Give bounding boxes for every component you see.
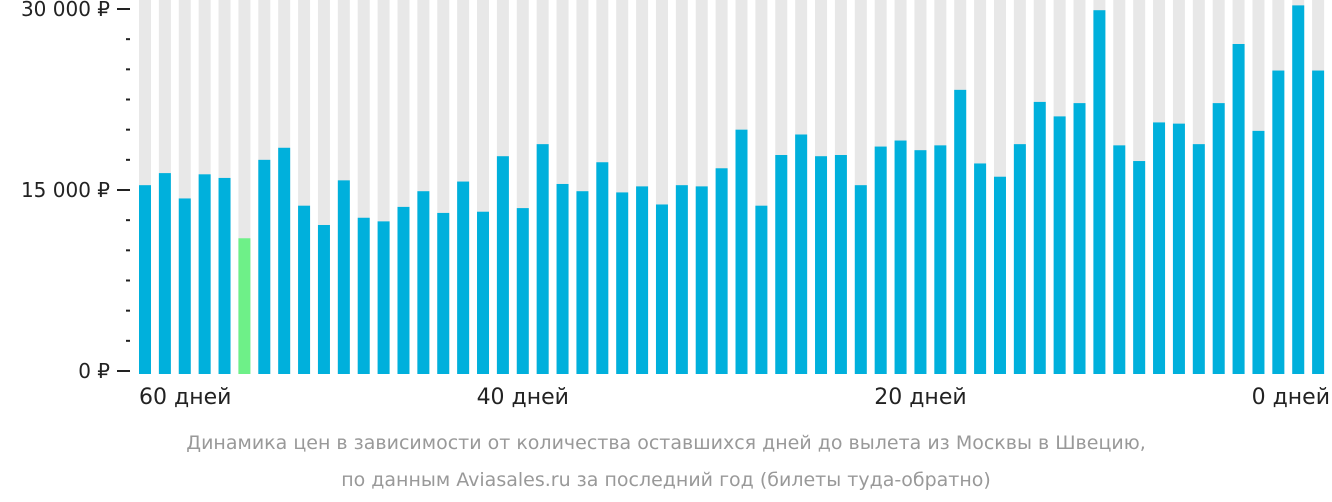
bar[interactable] — [397, 206, 410, 374]
background-columns — [139, 0, 1325, 374]
bar[interactable] — [258, 159, 271, 374]
bar[interactable] — [695, 186, 708, 374]
bar[interactable] — [198, 174, 211, 374]
y-tick-label: 0 ₽ — [78, 359, 110, 383]
bar[interactable] — [1292, 5, 1305, 374]
bar[interactable] — [218, 177, 231, 374]
bar[interactable] — [596, 162, 609, 374]
bar[interactable] — [457, 181, 470, 374]
bar[interactable] — [1013, 144, 1026, 374]
bar[interactable] — [993, 176, 1006, 374]
bar[interactable] — [636, 186, 649, 374]
bar[interactable] — [437, 212, 450, 374]
x-tick-label: 60 дней — [139, 385, 231, 410]
bar[interactable] — [1053, 116, 1066, 374]
bar[interactable] — [178, 198, 191, 374]
bar[interactable] — [914, 150, 927, 374]
price-chart: 30 000 ₽ 15 000 ₽ 0 ₽ 60 дней 40 дней 20 дне… — [21, 0, 1330, 410]
bar[interactable] — [655, 204, 668, 374]
bar[interactable] — [1212, 103, 1225, 375]
x-tick-label: 40 дней — [477, 385, 569, 410]
bar[interactable] — [556, 183, 569, 374]
bar[interactable] — [1093, 10, 1106, 375]
bar[interactable] — [357, 217, 370, 374]
bar[interactable] — [1172, 123, 1185, 374]
bar[interactable] — [536, 144, 549, 374]
bar[interactable] — [735, 129, 748, 374]
bar[interactable] — [755, 205, 768, 374]
chart-caption-line-1: Динамика цен в зависимости от количества… — [186, 432, 1146, 454]
bar[interactable] — [775, 155, 788, 374]
bar[interactable] — [934, 145, 947, 374]
bar[interactable] — [1153, 122, 1166, 374]
bar[interactable] — [337, 180, 350, 374]
y-tick-label: 15 000 ₽ — [21, 178, 110, 202]
bar[interactable] — [715, 168, 728, 374]
x-tick-label: 20 дней — [874, 385, 966, 410]
bar[interactable] — [974, 163, 987, 374]
bar[interactable] — [815, 156, 828, 374]
bar[interactable] — [317, 224, 330, 374]
bar[interactable] — [1113, 145, 1126, 374]
bar[interactable] — [1073, 103, 1086, 375]
bar[interactable] — [158, 173, 171, 374]
bar[interactable] — [1272, 70, 1285, 374]
bar[interactable] — [1232, 43, 1245, 374]
bar[interactable] — [954, 89, 967, 374]
bar[interactable] — [298, 205, 311, 374]
bar[interactable] — [576, 191, 589, 374]
bar[interactable] — [278, 147, 291, 374]
bar[interactable] — [496, 156, 509, 374]
y-axis: 30 000 ₽ 15 000 ₽ 0 ₽ — [21, 0, 130, 383]
bars — [139, 5, 1325, 375]
bar[interactable] — [139, 185, 151, 374]
x-tick-label: 0 дней — [1252, 385, 1330, 410]
bar[interactable] — [417, 191, 430, 374]
bar[interactable] — [1312, 70, 1325, 374]
bar[interactable] — [1033, 101, 1046, 374]
bar[interactable] — [1192, 144, 1205, 374]
bar[interactable] — [874, 146, 887, 374]
bar[interactable] — [377, 221, 390, 374]
bar[interactable] — [616, 192, 629, 374]
bar[interactable] — [477, 211, 490, 374]
bar[interactable] — [1252, 130, 1265, 374]
bar[interactable] — [1133, 161, 1146, 374]
bar[interactable] — [834, 155, 847, 374]
bar[interactable] — [516, 208, 529, 374]
bar[interactable] — [854, 185, 867, 374]
bar[interactable] — [675, 185, 688, 374]
y-tick-label: 30 000 ₽ — [21, 0, 110, 21]
chart-caption-line-2: по данным Aviasales.ru за последний год … — [341, 469, 991, 491]
bar-cheapest[interactable] — [238, 238, 251, 374]
bar[interactable] — [894, 140, 907, 374]
x-axis: 60 дней 40 дней 20 дней 0 дней — [139, 385, 1330, 410]
bar[interactable] — [795, 134, 808, 374]
